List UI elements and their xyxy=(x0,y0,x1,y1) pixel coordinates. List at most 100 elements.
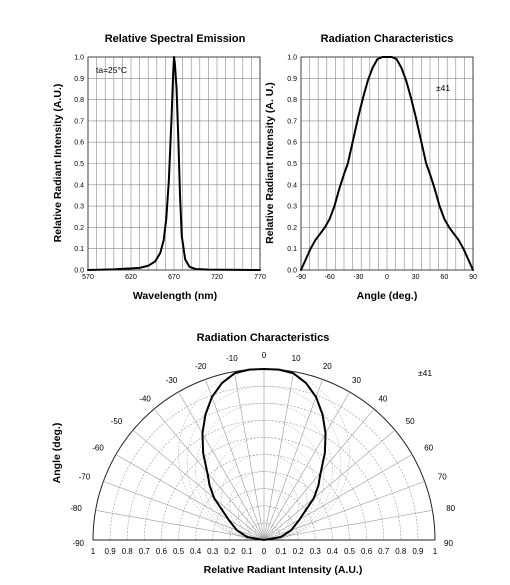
angle-label: 30 xyxy=(352,376,361,385)
y-tick-label: 0.9 xyxy=(287,76,297,83)
x-tick-label: 770 xyxy=(254,274,266,281)
chart-title: Radiation Characteristics xyxy=(197,332,330,344)
radial-tick-label: 0.6 xyxy=(361,547,373,556)
radial-tick-label: 0.1 xyxy=(276,547,288,556)
y-tick-label: 0.1 xyxy=(287,246,297,253)
angle-label: 0 xyxy=(262,351,267,360)
angle-labels: 0 10 20 30 40 50 60 70 80 90 -10 -20 -30 -40 -50 -60 -70… xyxy=(70,351,455,548)
grid-ring xyxy=(161,437,367,541)
x-tick-label: 570 xyxy=(82,274,94,281)
y-tick-labels: 0.0 0.1 0.2 0.3 0.4 0.5 0.6 0.7 0.8 0.9 1.0 xyxy=(287,55,297,275)
radial-tick-label: 0.9 xyxy=(412,547,424,556)
y-tick-label: 0.8 xyxy=(287,97,297,104)
x-tick-label: 620 xyxy=(125,274,137,281)
grid-spoke xyxy=(115,454,265,541)
x-tick-label: -30 xyxy=(353,274,363,281)
angle-label: 80 xyxy=(446,504,455,513)
y-tick-label: 1.0 xyxy=(287,55,297,62)
grid-ring xyxy=(195,471,333,541)
x-tick-label: 670 xyxy=(168,274,180,281)
grid-tangent-circle xyxy=(255,531,273,541)
x-tick-label: 90 xyxy=(469,274,477,281)
radial-tick-label: 0.2 xyxy=(224,547,236,556)
angle-label: 70 xyxy=(438,473,447,482)
x-tick-label: 0 xyxy=(385,274,389,281)
y-tick-label: 0.7 xyxy=(287,118,297,125)
y-tick-label: 0.6 xyxy=(74,140,84,147)
half-angle-annotation: ±41 xyxy=(436,83,450,93)
radiation-cartesian-chart: Radiation Characteristics -90 -60 -30 0 30 60… xyxy=(264,33,477,302)
radial-tick-label: 0.7 xyxy=(378,547,390,556)
radial-tick-label: 1 xyxy=(91,547,96,556)
series-lines xyxy=(300,56,474,271)
grid-ring xyxy=(246,522,282,541)
y-tick-label: 0.3 xyxy=(287,204,297,211)
grid-spoke xyxy=(263,379,323,541)
series-line xyxy=(87,56,261,271)
grid-spoke xyxy=(95,510,265,541)
y-tick-labels: 0.0 0.1 0.2 0.3 0.4 0.5 0.6 0.7 0.8 0.9 1.0 xyxy=(74,55,84,275)
radial-tick-label: 1 xyxy=(433,547,438,556)
grid-spoke xyxy=(234,371,265,541)
grid-tangent-circle xyxy=(246,505,282,523)
half-angle-annotation: ±41 xyxy=(418,368,432,378)
x-tick-label: 60 xyxy=(440,274,448,281)
radial-tick-label: 0 xyxy=(262,547,267,556)
y-tick-label: 0.0 xyxy=(287,268,297,275)
y-tick-label: 0.9 xyxy=(74,76,84,83)
grid xyxy=(87,56,261,271)
angle-label: -80 xyxy=(70,504,82,513)
grid-ring xyxy=(212,488,316,541)
x-tick-labels: 570 620 670 720 770 xyxy=(82,274,266,281)
angle-label: 20 xyxy=(323,362,332,371)
grid xyxy=(300,56,474,271)
angle-label: 10 xyxy=(292,354,301,363)
x-axis-label: Angle (deg.) xyxy=(357,290,418,302)
radial-tick-label: 0.5 xyxy=(344,547,356,556)
angle-label: -50 xyxy=(111,417,123,426)
y-tick-label: 1.0 xyxy=(74,55,84,62)
series-lines xyxy=(201,368,327,541)
radial-tick-labels: 1 0.9 0.8 0.7 0.6 0.5 0.4 0.3 0.2 0.1 0 0.1 0.2 0.3 0.… xyxy=(91,547,438,556)
radial-tick-label: 0.4 xyxy=(190,547,202,556)
chart-title: Relative Spectral Emission xyxy=(105,33,246,45)
angle-label: -20 xyxy=(195,362,207,371)
angle-label: 40 xyxy=(378,394,387,403)
radial-tick-label: 0.5 xyxy=(173,547,185,556)
radiation-polar-chart: Radiation Characteristics 1 0.9 0.8 0.7 0.6 0… xyxy=(51,332,456,576)
y-tick-label: 0.2 xyxy=(287,225,297,232)
angle-label: -10 xyxy=(226,354,238,363)
radial-tick-label: 0.3 xyxy=(310,547,322,556)
y-tick-label: 0.6 xyxy=(287,140,297,147)
radial-tick-label: 0.8 xyxy=(122,547,134,556)
y-axis-label: Relative Radiant Intensity (A. U.) xyxy=(264,82,276,244)
angle-label: -40 xyxy=(139,394,151,403)
y-tick-label: 0.5 xyxy=(74,161,84,168)
angle-label: -60 xyxy=(92,444,104,453)
grid-spoke xyxy=(178,391,265,541)
chart-title: Radiation Characteristics xyxy=(321,33,454,45)
x-tick-label: 30 xyxy=(412,274,420,281)
grid-spoke xyxy=(132,429,265,541)
radial-tick-label: 0.2 xyxy=(293,547,305,556)
y-tick-label: 0.4 xyxy=(74,182,84,189)
radial-tick-label: 0.8 xyxy=(395,547,407,556)
y-tick-label: 0.1 xyxy=(74,246,84,253)
series-line xyxy=(300,56,474,271)
grid-spoke xyxy=(263,429,396,541)
grid-ring xyxy=(144,420,384,541)
grid-spoke xyxy=(205,379,265,541)
x-axis-label: Wavelength (nm) xyxy=(133,290,217,302)
x-tick-label: 720 xyxy=(211,274,223,281)
radial-tick-label: 0.6 xyxy=(156,547,168,556)
grid-spoke xyxy=(153,408,265,541)
angle-label: 50 xyxy=(406,417,415,426)
y-tick-label: 0.4 xyxy=(287,182,297,189)
angle-label: 60 xyxy=(424,444,433,453)
x-axis-label: Relative Radiant Intensity (A.U.) xyxy=(204,564,363,576)
x-tick-label: -90 xyxy=(296,274,306,281)
radial-tick-label: 0.4 xyxy=(327,547,339,556)
grid-spoke xyxy=(263,408,375,541)
y-tick-label: 0.8 xyxy=(74,97,84,104)
